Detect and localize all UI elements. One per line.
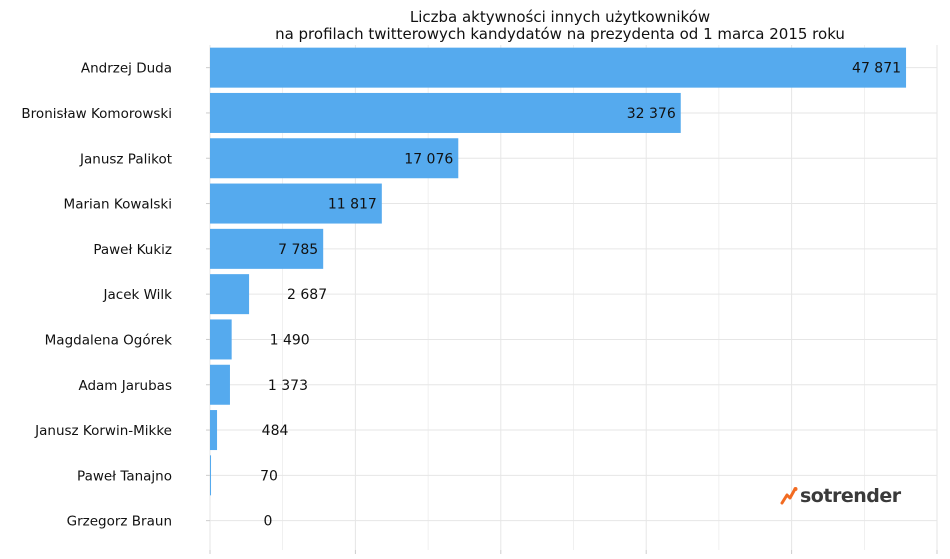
chart-title-line-2: na profilach twitterowych kandydatów na … bbox=[275, 25, 845, 43]
value-label: 2 687 bbox=[287, 287, 327, 303]
sotrender-logo: sotrender bbox=[780, 485, 901, 507]
category-label: Andrzej Duda bbox=[81, 61, 172, 77]
chart-title-line-1: Liczba aktywności innych użytkowników bbox=[409, 8, 711, 26]
value-label: 7 785 bbox=[278, 242, 318, 258]
bar bbox=[210, 455, 212, 496]
category-label: Janusz Palikot bbox=[79, 151, 172, 167]
bar bbox=[210, 364, 230, 405]
category-label: Paweł Tanajno bbox=[77, 468, 172, 484]
value-label: 17 076 bbox=[404, 151, 453, 167]
category-label: Jacek Wilk bbox=[103, 287, 173, 303]
category-label: Magdalena Ogórek bbox=[45, 332, 173, 348]
category-label: Adam Jarubas bbox=[78, 378, 172, 394]
bar bbox=[210, 228, 324, 269]
value-label: 11 817 bbox=[328, 197, 377, 213]
value-label: 484 bbox=[262, 423, 289, 439]
value-label: 70 bbox=[260, 468, 278, 484]
sotrender-spark-icon bbox=[780, 487, 798, 505]
value-label: 1 373 bbox=[268, 378, 308, 394]
category-label: Paweł Kukiz bbox=[93, 242, 172, 258]
bar bbox=[210, 319, 232, 360]
sotrender-logo-text: sotrender bbox=[800, 485, 901, 507]
bar bbox=[210, 274, 250, 315]
category-label: Grzegorz Braun bbox=[67, 514, 172, 530]
value-label: 0 bbox=[264, 514, 273, 530]
value-label: 1 490 bbox=[270, 332, 310, 348]
bar bbox=[210, 183, 382, 224]
bar bbox=[210, 138, 459, 179]
category-label: Bronisław Komorowski bbox=[21, 106, 172, 122]
value-label: 32 376 bbox=[627, 106, 676, 122]
category-label: Janusz Korwin-Mikke bbox=[34, 423, 172, 439]
value-label: 47 871 bbox=[852, 61, 901, 77]
bar bbox=[210, 92, 681, 133]
bar bbox=[210, 410, 218, 451]
category-label: Marian Kowalski bbox=[64, 197, 172, 213]
bar bbox=[210, 47, 907, 88]
